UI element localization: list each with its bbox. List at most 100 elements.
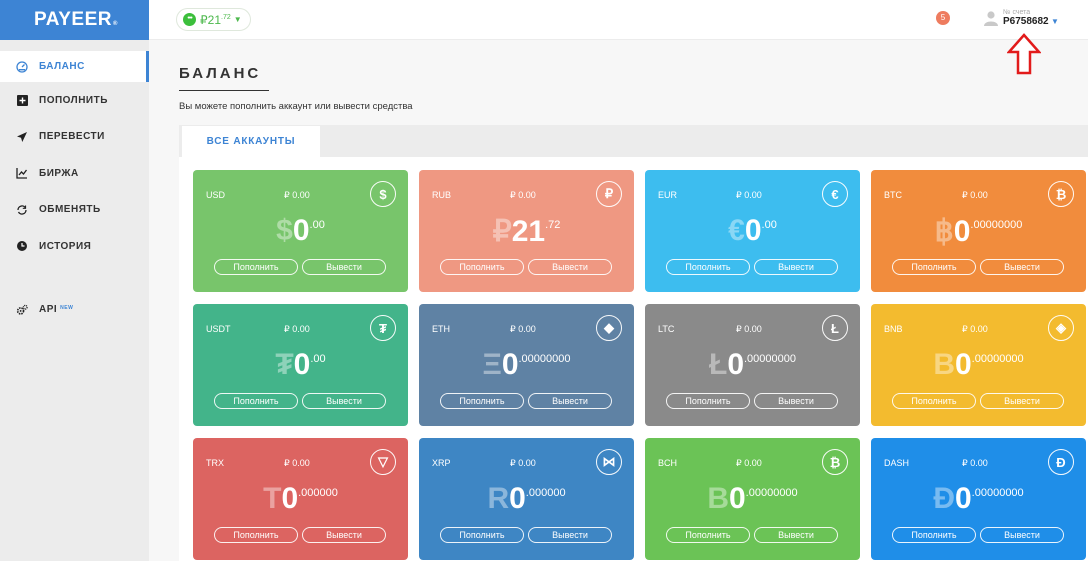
withdraw-button[interactable]: Вывести <box>302 527 386 543</box>
currency-code: BNB <box>884 324 903 334</box>
balance-int: 0 <box>728 482 746 515</box>
sidebar-item-history[interactable]: ИСТОРИЯ <box>0 228 149 265</box>
withdraw-button[interactable]: Вывести <box>754 259 838 275</box>
deposit-button[interactable]: Пополнить <box>440 393 524 409</box>
chevron-down-icon: ▼ <box>233 15 242 24</box>
dashboard-icon <box>16 60 28 73</box>
deposit-button[interactable]: Пополнить <box>892 393 976 409</box>
rub-equivalent: ₽ 0.00 <box>736 190 762 200</box>
balance-amount: ₽21.72 <box>419 214 634 249</box>
sidebar-item-exchange[interactable]: БИРЖА <box>0 155 149 192</box>
tabs-bar <box>179 125 1088 157</box>
balance-int: 0 <box>501 348 519 381</box>
sidebar-item-label: ПЕРЕВЕСТИ <box>39 131 105 143</box>
rub-equivalent: ₽ 0.00 <box>962 190 988 200</box>
rub-equivalent: ₽ 0.00 <box>736 458 762 468</box>
new-badge: NEW <box>60 304 74 311</box>
currency-icon: ◆ <box>596 315 622 341</box>
chart-icon <box>16 167 28 179</box>
currency-symbol: ₮ <box>275 348 294 381</box>
account-number[interactable]: P6758682 <box>1003 16 1049 27</box>
sidebar-item-deposit[interactable]: ПОПОЛНИТЬ <box>0 82 149 119</box>
withdraw-button[interactable]: Вывести <box>754 527 838 543</box>
balance-amount: Ξ0.00000000 <box>419 348 634 382</box>
withdraw-button[interactable]: Вывести <box>302 393 386 409</box>
deposit-button[interactable]: Пополнить <box>892 259 976 275</box>
balance-amount: Ł0.00000000 <box>645 348 860 382</box>
withdraw-button[interactable]: Вывести <box>302 259 386 275</box>
currency-icon: ₮ <box>370 315 396 341</box>
currency-icon: ◈ <box>1048 315 1074 341</box>
user-icon[interactable] <box>983 10 999 26</box>
balance-int: 0 <box>292 214 310 247</box>
rub-equivalent: ₽ 0.00 <box>284 324 310 334</box>
sidebar-item-api[interactable]: API NEW <box>0 292 149 329</box>
balance-int: 0 <box>281 482 299 515</box>
balance-amount: $0.00 <box>193 214 408 248</box>
balance-frac: .00 <box>309 219 325 231</box>
balance-amount: R0.000000 <box>419 482 634 516</box>
rub-equivalent: ₽ 0.00 <box>510 324 536 334</box>
withdraw-button[interactable]: Вывести <box>980 259 1064 275</box>
balance-int: 0 <box>953 215 971 248</box>
deposit-button[interactable]: Пополнить <box>440 259 524 275</box>
currency-icon: € <box>822 181 848 207</box>
sidebar-item-transfer[interactable]: ПЕРЕВЕСТИ <box>0 119 149 156</box>
sidebar-item-label: ОБМЕНЯТЬ <box>39 204 101 216</box>
balance-int: 0 <box>509 482 526 515</box>
withdraw-button[interactable]: Вывести <box>528 259 612 275</box>
sidebar-item-balance[interactable]: БАЛАНС <box>0 51 149 82</box>
rub-equivalent: ₽ 0.00 <box>284 458 310 468</box>
deposit-button[interactable]: Пополнить <box>666 527 750 543</box>
currency-code: BCH <box>658 458 678 468</box>
sidebar-item-swap[interactable]: ОБМЕНЯТЬ <box>0 192 149 229</box>
sidebar-item-label: API <box>39 304 58 316</box>
rub-equivalent: ₽ 0.00 <box>284 190 310 200</box>
account-card-bch: BCH ₽ 0.00 ₿ B0.00000000 Пополнить Вывести <box>645 438 860 560</box>
clock-icon <box>16 240 28 252</box>
wallet-selector[interactable]: ••• ₽21.72 ▼ <box>176 8 251 31</box>
balance-int: 0 <box>954 482 972 515</box>
withdraw-button[interactable]: Вывести <box>528 393 612 409</box>
red-arrow-up-icon <box>1007 33 1041 75</box>
rub-equivalent: ₽ 0.00 <box>510 190 536 200</box>
withdraw-button[interactable]: Вывести <box>980 393 1064 409</box>
currency-icon: ₽ <box>596 181 622 207</box>
deposit-button[interactable]: Пополнить <box>666 393 750 409</box>
deposit-button[interactable]: Пополнить <box>666 259 750 275</box>
deposit-button[interactable]: Пополнить <box>440 527 524 543</box>
currency-symbol: B <box>707 482 729 515</box>
sidebar-item-label: ПОПОЛНИТЬ <box>39 94 108 106</box>
currency-symbol: B <box>933 348 955 381</box>
deposit-button[interactable]: Пополнить <box>214 527 298 543</box>
balance-frac: .00000000 <box>745 487 798 499</box>
currency-icon: ▽ <box>370 449 396 475</box>
tab-all-accounts[interactable]: ВСЕ АККАУНТЫ <box>182 126 320 157</box>
account-chevron-down-icon[interactable]: ▼ <box>1051 17 1059 26</box>
notification-badge[interactable]: 5 <box>936 11 950 25</box>
sidebar-item-label: ИСТОРИЯ <box>39 240 92 252</box>
plus-square-icon <box>16 94 28 106</box>
account-card-bnb: BNB ₽ 0.00 ◈ B0.00000000 Пополнить Вывести <box>871 304 1086 426</box>
balance-amount: ₮0.00 <box>193 348 408 382</box>
withdraw-button[interactable]: Вывести <box>754 393 838 409</box>
balance-amount: ฿0.00000000 <box>871 214 1086 249</box>
currency-icon: ⋈ <box>596 449 622 475</box>
withdraw-button[interactable]: Вывести <box>528 527 612 543</box>
currency-icon: Ł <box>822 315 848 341</box>
currency-icon: Đ <box>1048 449 1074 475</box>
page-subtitle: Вы можете пополнить аккаунт или вывести … <box>179 101 413 112</box>
deposit-button[interactable]: Пополнить <box>214 259 298 275</box>
deposit-button[interactable]: Пополнить <box>892 527 976 543</box>
rub-equivalent: ₽ 0.00 <box>510 458 536 468</box>
currency-code: LTC <box>658 324 675 334</box>
payeer-logo[interactable]: PAYEER ® <box>0 0 149 40</box>
withdraw-button[interactable]: Вывести <box>980 527 1064 543</box>
balance-amount: Đ0.00000000 <box>871 482 1086 516</box>
title-underline <box>179 90 269 91</box>
page-title: БАЛАНС <box>179 65 262 82</box>
currency-symbol: ₽ <box>492 215 512 248</box>
account-card-trx: TRX ₽ 0.00 ▽ T0.000000 Пополнить Вывести <box>193 438 408 560</box>
deposit-button[interactable]: Пополнить <box>214 393 298 409</box>
balance-frac: .00 <box>310 353 326 365</box>
